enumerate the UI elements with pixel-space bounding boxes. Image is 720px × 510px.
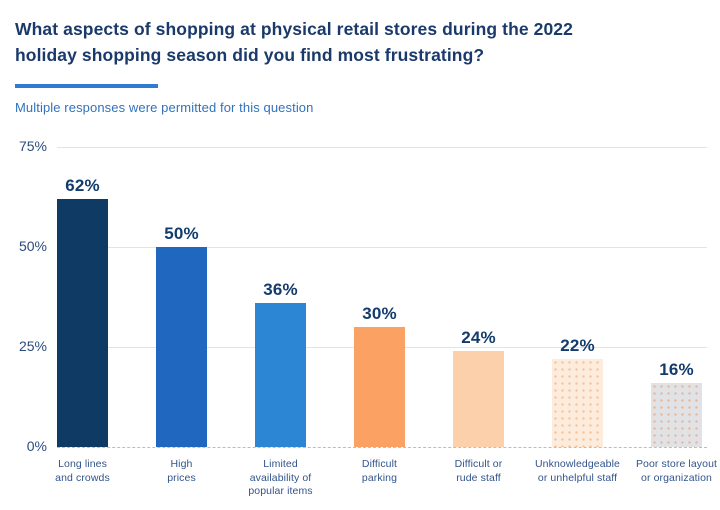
bar-category-label: Long lines and crowds <box>55 458 110 484</box>
bar <box>651 383 702 447</box>
y-axis-tick-label: 0% <box>26 438 47 454</box>
bar <box>354 327 405 447</box>
bar-value-label: 62% <box>65 176 100 195</box>
y-axis-tick-label: 75% <box>18 138 47 154</box>
bar-value-label: 30% <box>362 304 397 323</box>
bar-value-label: 50% <box>164 224 199 243</box>
y-axis-tick-label: 50% <box>18 238 47 254</box>
page-title: What aspects of shopping at physical ret… <box>15 19 573 65</box>
bar-category-label: Unknowledgeable or unhelpful staff <box>535 458 620 484</box>
bar-value-label: 24% <box>461 328 496 347</box>
bar-category-label: Poor store layout or organization <box>635 458 718 484</box>
bar <box>255 303 306 447</box>
bar <box>552 359 603 447</box>
bar-category-label: Difficult or rude staff <box>454 458 503 484</box>
page-subtitle: Multiple responses were permitted for th… <box>15 100 314 115</box>
bar-category-label: Difficult parking <box>361 458 398 484</box>
bar-value-label: 36% <box>263 280 298 299</box>
gridline-75 <box>57 147 707 148</box>
y-axis-tick-label: 25% <box>18 338 47 354</box>
bar-chart: 75% 50% 25% 0% 62% Long lines and crowds 50% Hi… <box>0 130 720 508</box>
bar-value-label: 16% <box>659 360 694 379</box>
gridline-50 <box>57 247 707 248</box>
bar-category-label: High prices <box>167 458 196 484</box>
bar <box>156 247 207 447</box>
bar <box>57 199 108 447</box>
x-axis-baseline <box>57 447 707 448</box>
bar <box>453 351 504 447</box>
bar-category-label: Limited availability of popular items <box>248 458 313 497</box>
title-accent-rule <box>15 84 158 88</box>
bar-value-label: 22% <box>560 336 595 355</box>
